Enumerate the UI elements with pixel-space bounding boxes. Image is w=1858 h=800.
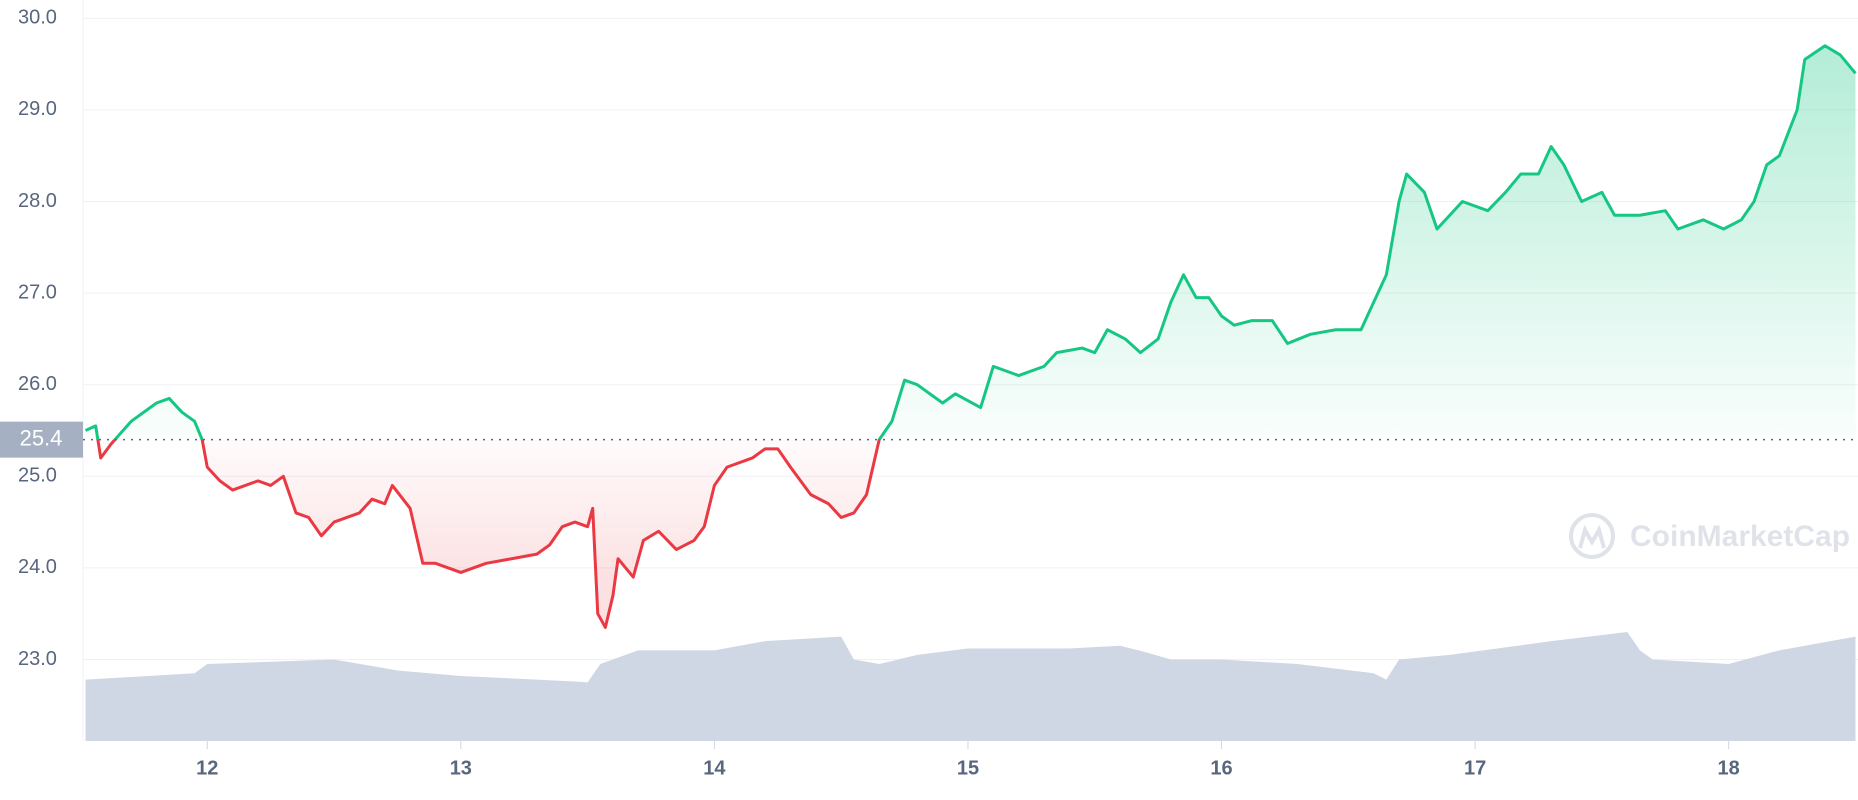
x-tick-label: 14 [703, 757, 726, 779]
price-area [85, 45, 1856, 628]
watermark-text: CoinMarketCap [1630, 520, 1850, 553]
y-tick-label: 23.0 [18, 648, 57, 670]
y-tick-label: 29.0 [18, 98, 57, 120]
volume-area [85, 632, 1856, 741]
x-tick-label: 17 [1464, 757, 1486, 779]
x-tick-label: 13 [450, 757, 472, 779]
y-tick-label: 24.0 [18, 556, 57, 578]
baseline-label: 25.4 [20, 425, 63, 450]
y-tick-label: 26.0 [18, 373, 57, 395]
watermark: CoinMarketCap [1569, 513, 1850, 559]
y-tick-label: 30.0 [18, 7, 57, 29]
y-tick-label: 27.0 [18, 281, 57, 303]
x-tick-label: 15 [957, 757, 979, 779]
x-tick-label: 12 [196, 757, 218, 779]
price-line [84, 44, 1857, 629]
y-tick-label: 28.0 [18, 190, 57, 212]
x-tick-label: 16 [1210, 757, 1232, 779]
baseline-tag [0, 421, 83, 458]
y-tick-label: 25.0 [18, 465, 57, 487]
x-tick-label: 18 [1718, 757, 1740, 779]
